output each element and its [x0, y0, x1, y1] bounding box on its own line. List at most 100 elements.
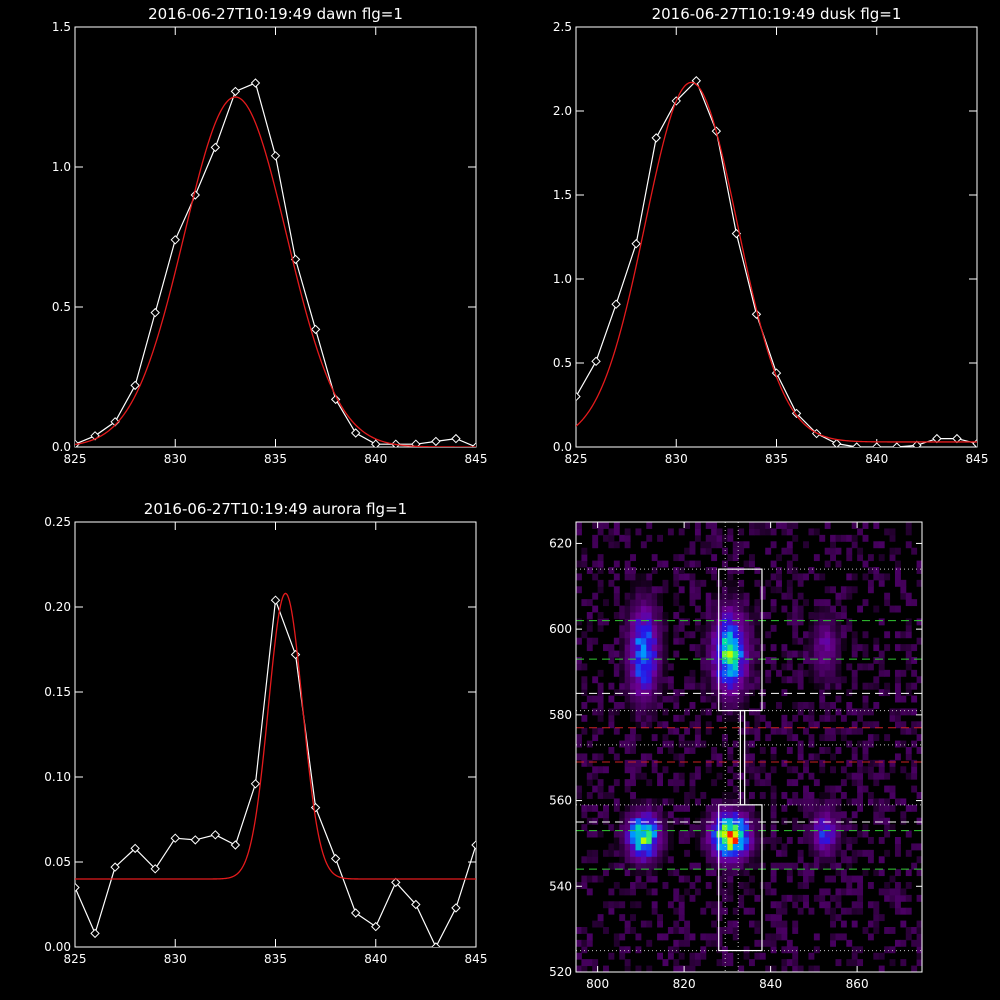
- heatmap-pixel: [894, 695, 901, 703]
- heatmap-pixel: [835, 862, 842, 870]
- heatmap-pixel: [781, 965, 788, 973]
- heatmap-pixel: [867, 708, 874, 716]
- heatmap-pixel: [624, 862, 631, 870]
- heatmap-pixel: [581, 811, 588, 819]
- x-tick-label: 845: [465, 952, 488, 966]
- heatmap-pixel: [689, 747, 696, 754]
- heatmap-pixel: [635, 824, 642, 832]
- heatmap-pixel: [759, 528, 766, 536]
- heatmap-pixel: [613, 727, 620, 735]
- data-point-diamond: [270, 595, 281, 605]
- heatmap-pixel: [743, 624, 750, 632]
- heatmap-pixel: [738, 824, 745, 832]
- heatmap-pixel: [894, 894, 901, 902]
- heatmap-pixel: [911, 927, 918, 934]
- heatmap-pixel: [640, 682, 647, 690]
- heatmap-pixel: [835, 669, 842, 677]
- heatmap-pixel: [819, 849, 826, 857]
- heatmap-pixel: [759, 824, 766, 832]
- heatmap-pixel: [630, 573, 636, 581]
- heatmap-pixel: [900, 920, 907, 928]
- heatmap-pixel: [770, 965, 777, 973]
- heatmap-pixel: [581, 554, 588, 562]
- heatmap-pixel: [867, 554, 874, 562]
- heatmap-pixel: [770, 817, 777, 825]
- heatmap-pixel: [819, 759, 826, 767]
- heatmap-pixel: [911, 669, 918, 677]
- heatmap-pixel: [894, 843, 901, 851]
- heatmap-pixel: [678, 894, 685, 902]
- heatmap-pixel: [867, 837, 874, 844]
- heatmap-pixel: [878, 689, 885, 697]
- heatmap-pixel: [640, 586, 647, 594]
- heatmap-pixel: [694, 534, 701, 542]
- heatmap-pixel: [624, 573, 631, 581]
- heatmap-pixel: [657, 592, 663, 600]
- heatmap-pixel: [657, 772, 663, 780]
- heatmap-pixel: [792, 927, 799, 934]
- heatmap-pixel: [667, 798, 674, 806]
- heatmap-pixel: [646, 779, 653, 787]
- heatmap-pixel: [651, 830, 658, 838]
- heatmap-pixel: [684, 965, 691, 973]
- y-tick-label: 0.0: [52, 440, 71, 454]
- heatmap-pixel: [667, 952, 674, 960]
- heatmap-pixel: [711, 669, 718, 677]
- heatmap-pixel: [819, 714, 826, 722]
- heatmap-pixel: [900, 695, 907, 703]
- heatmap-pixel: [797, 772, 804, 780]
- heatmap-pixel: [586, 695, 593, 703]
- heatmap-pixel: [651, 676, 658, 684]
- heatmap-pixel: [884, 927, 891, 934]
- heatmap-pixel: [857, 959, 864, 967]
- x-tick-label: 820: [673, 977, 696, 991]
- heatmap-pixel: [651, 849, 658, 857]
- heatmap-pixel: [889, 824, 896, 832]
- heatmap-pixel: [673, 567, 680, 574]
- heatmap-pixel: [846, 554, 853, 562]
- heatmap-pixel: [770, 586, 777, 594]
- heatmap-pixel: [727, 554, 734, 562]
- heatmap-pixel: [694, 817, 701, 825]
- heatmap-pixel: [732, 830, 739, 838]
- heatmap-pixel: [630, 740, 636, 748]
- heatmap-pixel: [576, 657, 582, 664]
- heatmap-pixel: [700, 663, 707, 671]
- heatmap-pixel: [667, 740, 674, 748]
- heatmap-pixel: [862, 599, 869, 607]
- heatmap-pixel: [684, 798, 691, 806]
- heatmap-pixel: [651, 901, 658, 909]
- heatmap-pixel: [797, 837, 804, 844]
- heatmap-pixel: [657, 586, 663, 594]
- heatmap-pixel: [705, 612, 712, 619]
- heatmap-pixel: [884, 824, 891, 832]
- heatmap-pixel: [776, 927, 782, 934]
- heatmap-pixel: [673, 779, 680, 787]
- heatmap-pixel: [646, 875, 653, 883]
- heatmap-pixel: [830, 785, 836, 793]
- heatmap-pixel: [819, 682, 826, 690]
- heatmap-pixel: [830, 637, 836, 645]
- heatmap-pixel: [765, 882, 772, 889]
- heatmap-pixel: [846, 702, 853, 709]
- heatmap-pixel: [716, 837, 723, 844]
- heatmap-pixel: [851, 747, 858, 754]
- heatmap-pixel: [792, 766, 799, 774]
- heatmap-pixel: [673, 695, 680, 703]
- heatmap-pixel: [603, 804, 609, 812]
- heatmap-pixel: [689, 644, 696, 652]
- heatmap-pixel: [754, 708, 761, 716]
- heatmap-pixel: [846, 689, 853, 697]
- heatmap-pixel: [743, 907, 750, 915]
- heatmap-pixel: [846, 907, 853, 915]
- y-tick-label: 520: [549, 965, 572, 979]
- heatmap-pixel: [651, 624, 658, 632]
- heatmap-pixel: [705, 901, 712, 909]
- heatmap-pixel: [624, 830, 631, 838]
- heatmap-pixel: [813, 894, 820, 902]
- heatmap-pixel: [759, 862, 766, 870]
- heatmap-pixel: [743, 676, 750, 684]
- heatmap-pixel: [716, 907, 723, 915]
- heatmap-pixel: [916, 946, 923, 954]
- heatmap-pixel: [840, 888, 847, 896]
